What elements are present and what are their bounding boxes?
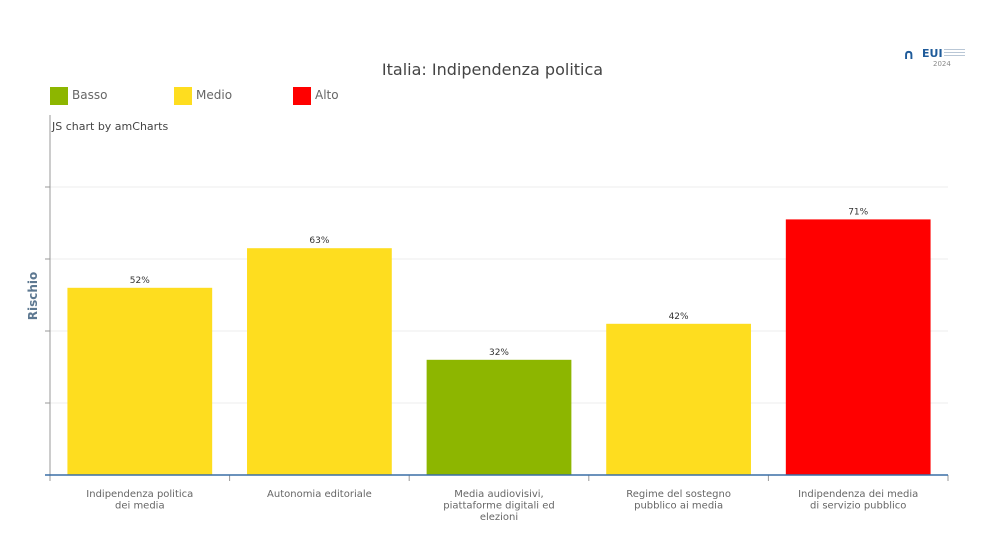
amcharts-credit-link[interactable]: JS chart by amCharts: [52, 120, 169, 133]
eui-logo: ∩ EUI 2024: [903, 47, 965, 71]
x-tick-label: elezioni: [480, 512, 518, 523]
x-tick-label: pubblico ai media: [634, 501, 723, 512]
eui-logo-icon: ∩: [903, 47, 915, 63]
x-tick-label: Regime del sostegno: [626, 489, 731, 500]
eui-logo-year: 2024: [933, 60, 951, 68]
bar: [426, 359, 572, 475]
legend-label-alto: Alto: [315, 88, 339, 102]
x-tick-label: Indipendenza dei media: [798, 489, 918, 500]
bar-value-label: 52%: [130, 276, 150, 286]
bar-value-label: 42%: [669, 312, 689, 322]
legend-label-basso: Basso: [72, 88, 108, 102]
bar: [67, 287, 213, 475]
x-tick-label: Media audiovisivi,: [454, 489, 543, 500]
x-tick-label: piattaforme digitali ed: [443, 501, 554, 512]
x-tick-label: Autonomia editoriale: [267, 489, 372, 500]
legend-swatch-alto: [293, 87, 311, 105]
bar-value-label: 71%: [848, 207, 868, 217]
bar: [606, 323, 751, 475]
eui-logo-text: EUI: [922, 47, 943, 60]
bar-value-label: 32%: [489, 348, 509, 358]
bar: [247, 248, 392, 475]
legend-swatch-basso: [50, 87, 68, 105]
x-tick-label: di servizio pubblico: [810, 501, 906, 512]
x-tick-label: dei media: [115, 501, 165, 512]
x-tick-label: Indipendenza politica: [86, 489, 193, 500]
legend-label-medio: Medio: [196, 88, 233, 102]
legend-swatch-medio: [174, 87, 192, 105]
eui-logo-lines: [944, 49, 965, 57]
bar: [785, 219, 931, 475]
bar-value-label: 63%: [309, 236, 329, 246]
chart-title: Italia: Indipendenza politica: [381, 60, 604, 79]
